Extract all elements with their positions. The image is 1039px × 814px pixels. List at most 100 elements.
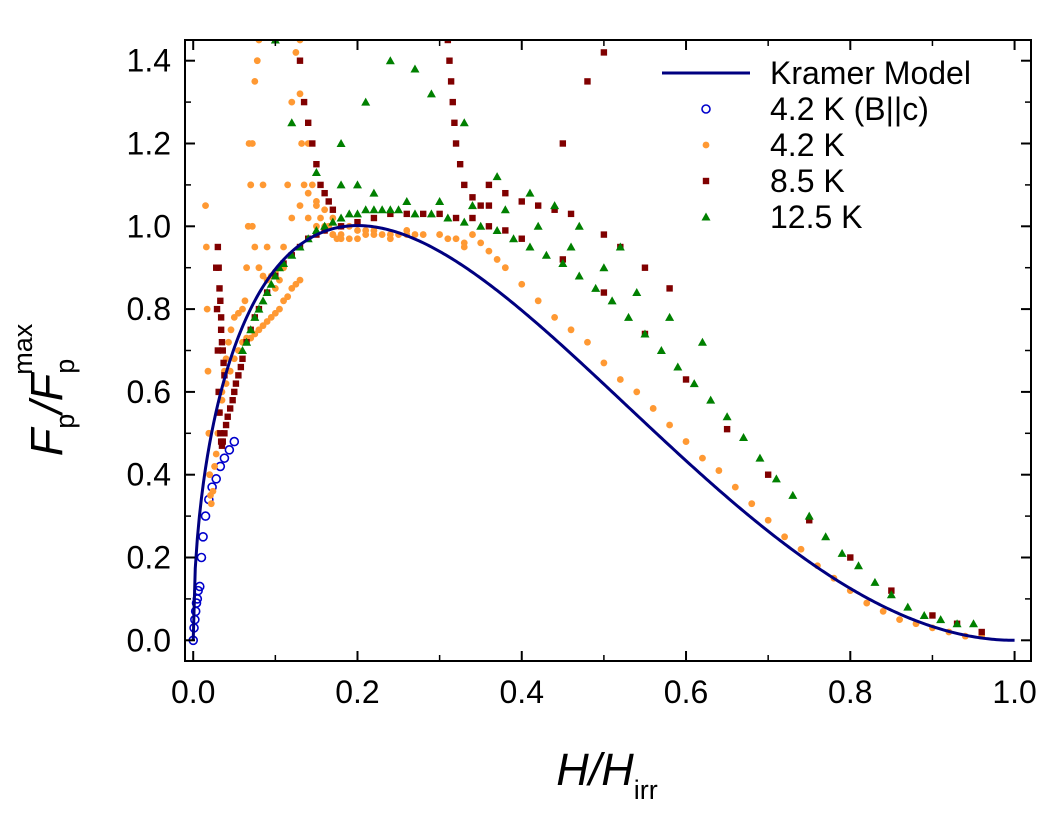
data-point — [854, 561, 864, 570]
data-point — [296, 90, 304, 98]
data-point — [337, 235, 345, 243]
data-point — [640, 329, 650, 338]
data-point — [477, 202, 484, 209]
data-point — [214, 347, 222, 354]
data-point — [591, 283, 601, 292]
data-point — [467, 201, 477, 210]
data-point — [230, 313, 238, 321]
y-tick-label: 1.2 — [127, 126, 171, 162]
data-point — [263, 318, 271, 325]
data-point — [715, 467, 723, 474]
data-point — [863, 599, 871, 607]
data-point — [377, 205, 387, 214]
data-point — [452, 140, 460, 147]
data-point — [317, 214, 324, 222]
data-point — [649, 405, 657, 412]
data-point — [633, 388, 641, 396]
data-point — [292, 49, 300, 56]
data-point — [607, 296, 617, 305]
data-point — [279, 259, 289, 268]
data-point — [321, 189, 328, 197]
data-point — [213, 305, 221, 313]
data-point — [284, 293, 292, 301]
data-point — [263, 243, 271, 251]
data-point — [361, 205, 371, 214]
data-point — [224, 413, 231, 420]
data-point — [232, 380, 240, 387]
data-point — [600, 289, 608, 296]
data-point — [665, 312, 675, 321]
data-point — [219, 347, 226, 354]
data-point — [251, 243, 259, 251]
data-point — [518, 198, 525, 205]
data-point — [444, 40, 452, 44]
data-point — [903, 602, 913, 611]
data-layer — [188, 40, 1015, 646]
data-point — [239, 305, 246, 313]
legend-marker — [701, 212, 711, 221]
data-point — [386, 231, 394, 238]
data-point — [485, 247, 493, 255]
data-point — [296, 276, 304, 284]
legend: Kramer Model 4.2 K (B||c) 4.2 K 8.5 K12.… — [662, 55, 971, 235]
legend-marker — [702, 177, 710, 185]
data-point — [220, 359, 227, 367]
x-axis-label-main: H/H — [556, 744, 634, 795]
x-tick-label: 0.4 — [500, 674, 544, 710]
data-point — [229, 436, 240, 447]
data-point — [518, 280, 526, 288]
data-point — [764, 471, 772, 478]
data-point — [259, 322, 267, 330]
data-point — [288, 98, 296, 106]
data-point — [673, 362, 683, 371]
data-point — [300, 181, 308, 189]
data-point — [298, 140, 306, 147]
data-point — [666, 285, 673, 292]
data-point — [296, 57, 304, 64]
data-point — [403, 210, 410, 218]
data-point — [443, 213, 453, 222]
data-point — [237, 363, 245, 371]
data-point — [806, 517, 813, 524]
y-axis-label-sup: max — [8, 323, 38, 375]
data-point — [551, 313, 559, 321]
data-point — [699, 454, 706, 462]
data-point — [402, 196, 412, 205]
data-point — [697, 337, 707, 346]
data-point — [551, 206, 558, 213]
data-point — [300, 98, 308, 106]
data-point — [287, 118, 297, 127]
data-point — [216, 409, 223, 416]
data-point — [245, 140, 253, 147]
data-point — [378, 231, 386, 238]
data-point — [731, 483, 739, 491]
data-point — [211, 463, 218, 470]
data-point — [550, 201, 560, 210]
data-point — [459, 217, 469, 226]
data-point — [821, 532, 831, 541]
data-point — [444, 235, 452, 243]
data-point — [385, 205, 395, 214]
y-tick-label: 0.0 — [127, 622, 171, 658]
data-point — [217, 326, 225, 333]
data-point — [461, 181, 468, 189]
data-point — [410, 64, 420, 73]
data-point — [410, 209, 420, 218]
data-point — [287, 250, 297, 259]
data-point — [419, 210, 427, 218]
data-point — [209, 487, 217, 495]
data-point — [352, 180, 362, 189]
data-point — [255, 264, 263, 272]
data-point — [387, 210, 394, 218]
data-point — [270, 271, 280, 280]
x-tick-label: 1.0 — [992, 674, 1036, 710]
data-point — [336, 213, 346, 222]
data-point — [518, 235, 525, 242]
data-point — [239, 355, 246, 362]
data-point — [456, 161, 464, 168]
data-point — [280, 243, 287, 251]
data-point — [271, 309, 279, 317]
legend-label: 8.5 K — [770, 163, 845, 199]
data-point — [200, 511, 211, 521]
